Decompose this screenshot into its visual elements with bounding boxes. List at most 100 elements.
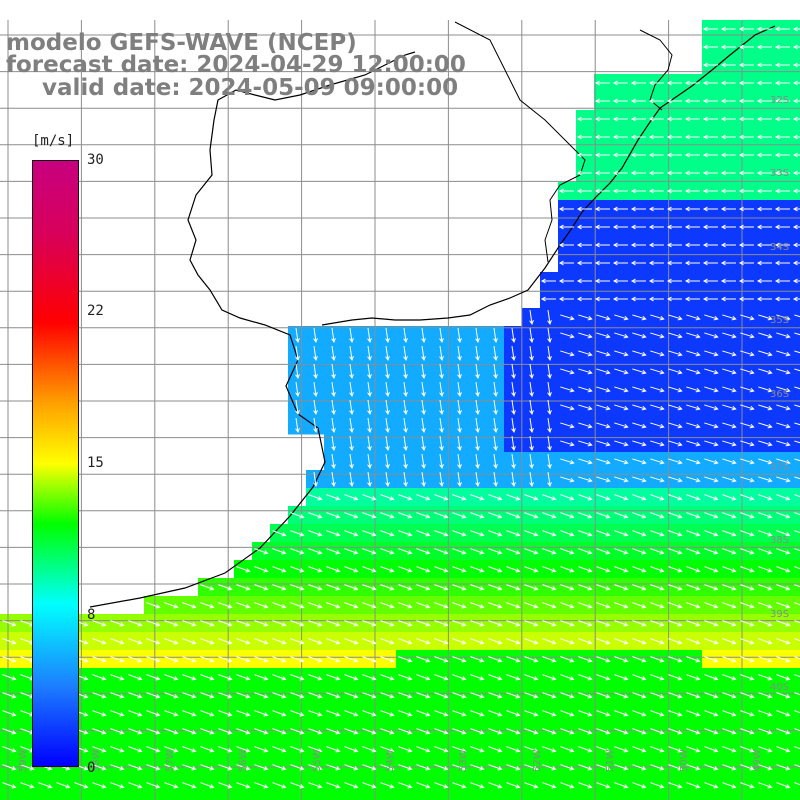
wind-arrow (650, 620, 665, 627)
wind-arrow (558, 260, 574, 266)
wind-arrow (385, 471, 390, 487)
wind-arrow (457, 327, 462, 343)
wind-arrow (758, 440, 773, 447)
wind-arrow (776, 530, 791, 537)
wind-arrow (421, 345, 426, 361)
wind-arrow (254, 692, 269, 699)
wind-arrow (344, 656, 359, 663)
wind-arrow (758, 404, 773, 411)
lat-lon-grid (0, 20, 800, 800)
wind-arrow (457, 363, 462, 379)
wind-arrow (200, 584, 215, 591)
wind-arrow (596, 620, 611, 627)
wind-arrow (434, 782, 449, 789)
wind-arrow (720, 260, 736, 266)
wind-arrow (632, 782, 647, 789)
wind-arrow (470, 566, 485, 573)
wind-arrow (686, 404, 701, 411)
wind-arrow (648, 170, 664, 176)
wind-speed-cell (792, 362, 800, 381)
wind-arrow (362, 494, 377, 501)
wind-arrow (578, 314, 593, 321)
wind-arrow (488, 710, 503, 717)
wind-arrow (740, 458, 755, 465)
wind-arrow (686, 332, 701, 339)
wind-arrow (452, 548, 467, 555)
wind-arrow (326, 746, 341, 753)
wind-arrow (542, 746, 557, 753)
wind-arrow (439, 345, 444, 361)
wind-arrow (560, 458, 575, 465)
wind-arrow (758, 530, 773, 537)
wind-arrow (218, 764, 233, 771)
wind-arrow (416, 764, 431, 771)
lon-label: 57W (164, 749, 176, 772)
wind-arrow (20, 764, 35, 771)
wind-arrow (110, 692, 125, 699)
wind-arrow (146, 638, 161, 645)
wind-arrow (272, 602, 287, 609)
wind-arrow (794, 350, 800, 354)
wind-arrow (776, 332, 791, 339)
wind-arrow (542, 710, 557, 717)
wind-arrow (385, 399, 390, 415)
wind-arrow (684, 296, 700, 302)
wind-arrow (560, 494, 575, 501)
wind-arrow (2, 764, 17, 771)
wind-arrow (560, 422, 575, 429)
wind-arrow (344, 764, 359, 771)
wind-arrow (650, 332, 665, 339)
wind-arrow (650, 746, 665, 753)
wind-arrow (794, 458, 800, 462)
wind-arrow (722, 764, 737, 771)
lat-label: 33S (770, 168, 790, 180)
wind-arrow (349, 345, 354, 361)
wind-arrow (349, 363, 354, 379)
wind-arrow (596, 440, 611, 447)
wind-arrow (668, 314, 683, 321)
wind-arrow (576, 242, 592, 248)
wind-arrow (630, 134, 646, 140)
wind-arrow (362, 530, 377, 537)
wind-arrow (594, 188, 610, 194)
wind-arrow (578, 602, 593, 609)
wind-arrow (452, 584, 467, 591)
wind-arrow (594, 242, 610, 248)
wind-arrow (524, 548, 539, 555)
wind-arrow (560, 440, 575, 447)
wind-arrow (720, 188, 736, 194)
wind-arrow (529, 417, 534, 433)
wind-arrow (758, 494, 773, 501)
wind-arrow (758, 512, 773, 519)
wind-arrow (326, 620, 341, 627)
wind-arrow (614, 728, 629, 735)
wind-speed-cell (738, 794, 757, 800)
wind-arrow (668, 674, 683, 681)
wind-speed-cell (630, 794, 649, 800)
wind-arrow (326, 584, 341, 591)
wind-arrow (794, 314, 800, 318)
wind-speed-cell (792, 578, 800, 597)
wind-arrow (668, 368, 683, 375)
wind-arrow (650, 548, 665, 555)
lat-label: 38S (770, 535, 790, 547)
wind-speed-cell (792, 596, 800, 615)
lon-label: 54W (385, 749, 396, 772)
wind-arrow (403, 435, 408, 451)
wind-arrow (612, 224, 628, 230)
wind-arrow (722, 476, 737, 483)
wind-arrow (529, 399, 534, 415)
wind-arrow (648, 98, 664, 104)
wind-arrow (738, 242, 754, 248)
wind-speed-cell (396, 794, 415, 800)
wind-arrow (434, 548, 449, 555)
wind-arrow (632, 728, 647, 735)
wind-arrow (756, 296, 772, 302)
wind-arrow (740, 404, 755, 411)
wind-arrow (756, 278, 772, 284)
wind-arrow (110, 710, 125, 717)
wind-arrow (344, 782, 359, 789)
wind-arrow (794, 674, 800, 678)
wind-speed-cell (792, 524, 800, 543)
wind-arrow (524, 512, 539, 519)
